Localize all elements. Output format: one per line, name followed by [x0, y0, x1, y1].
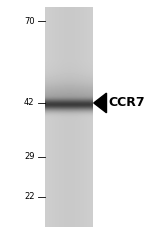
Text: CCR7: CCR7 [108, 96, 145, 110]
Polygon shape [94, 93, 106, 113]
Text: 22: 22 [24, 192, 34, 201]
Text: 29: 29 [24, 152, 34, 161]
Text: 42: 42 [24, 99, 34, 107]
Text: 70: 70 [24, 17, 34, 26]
